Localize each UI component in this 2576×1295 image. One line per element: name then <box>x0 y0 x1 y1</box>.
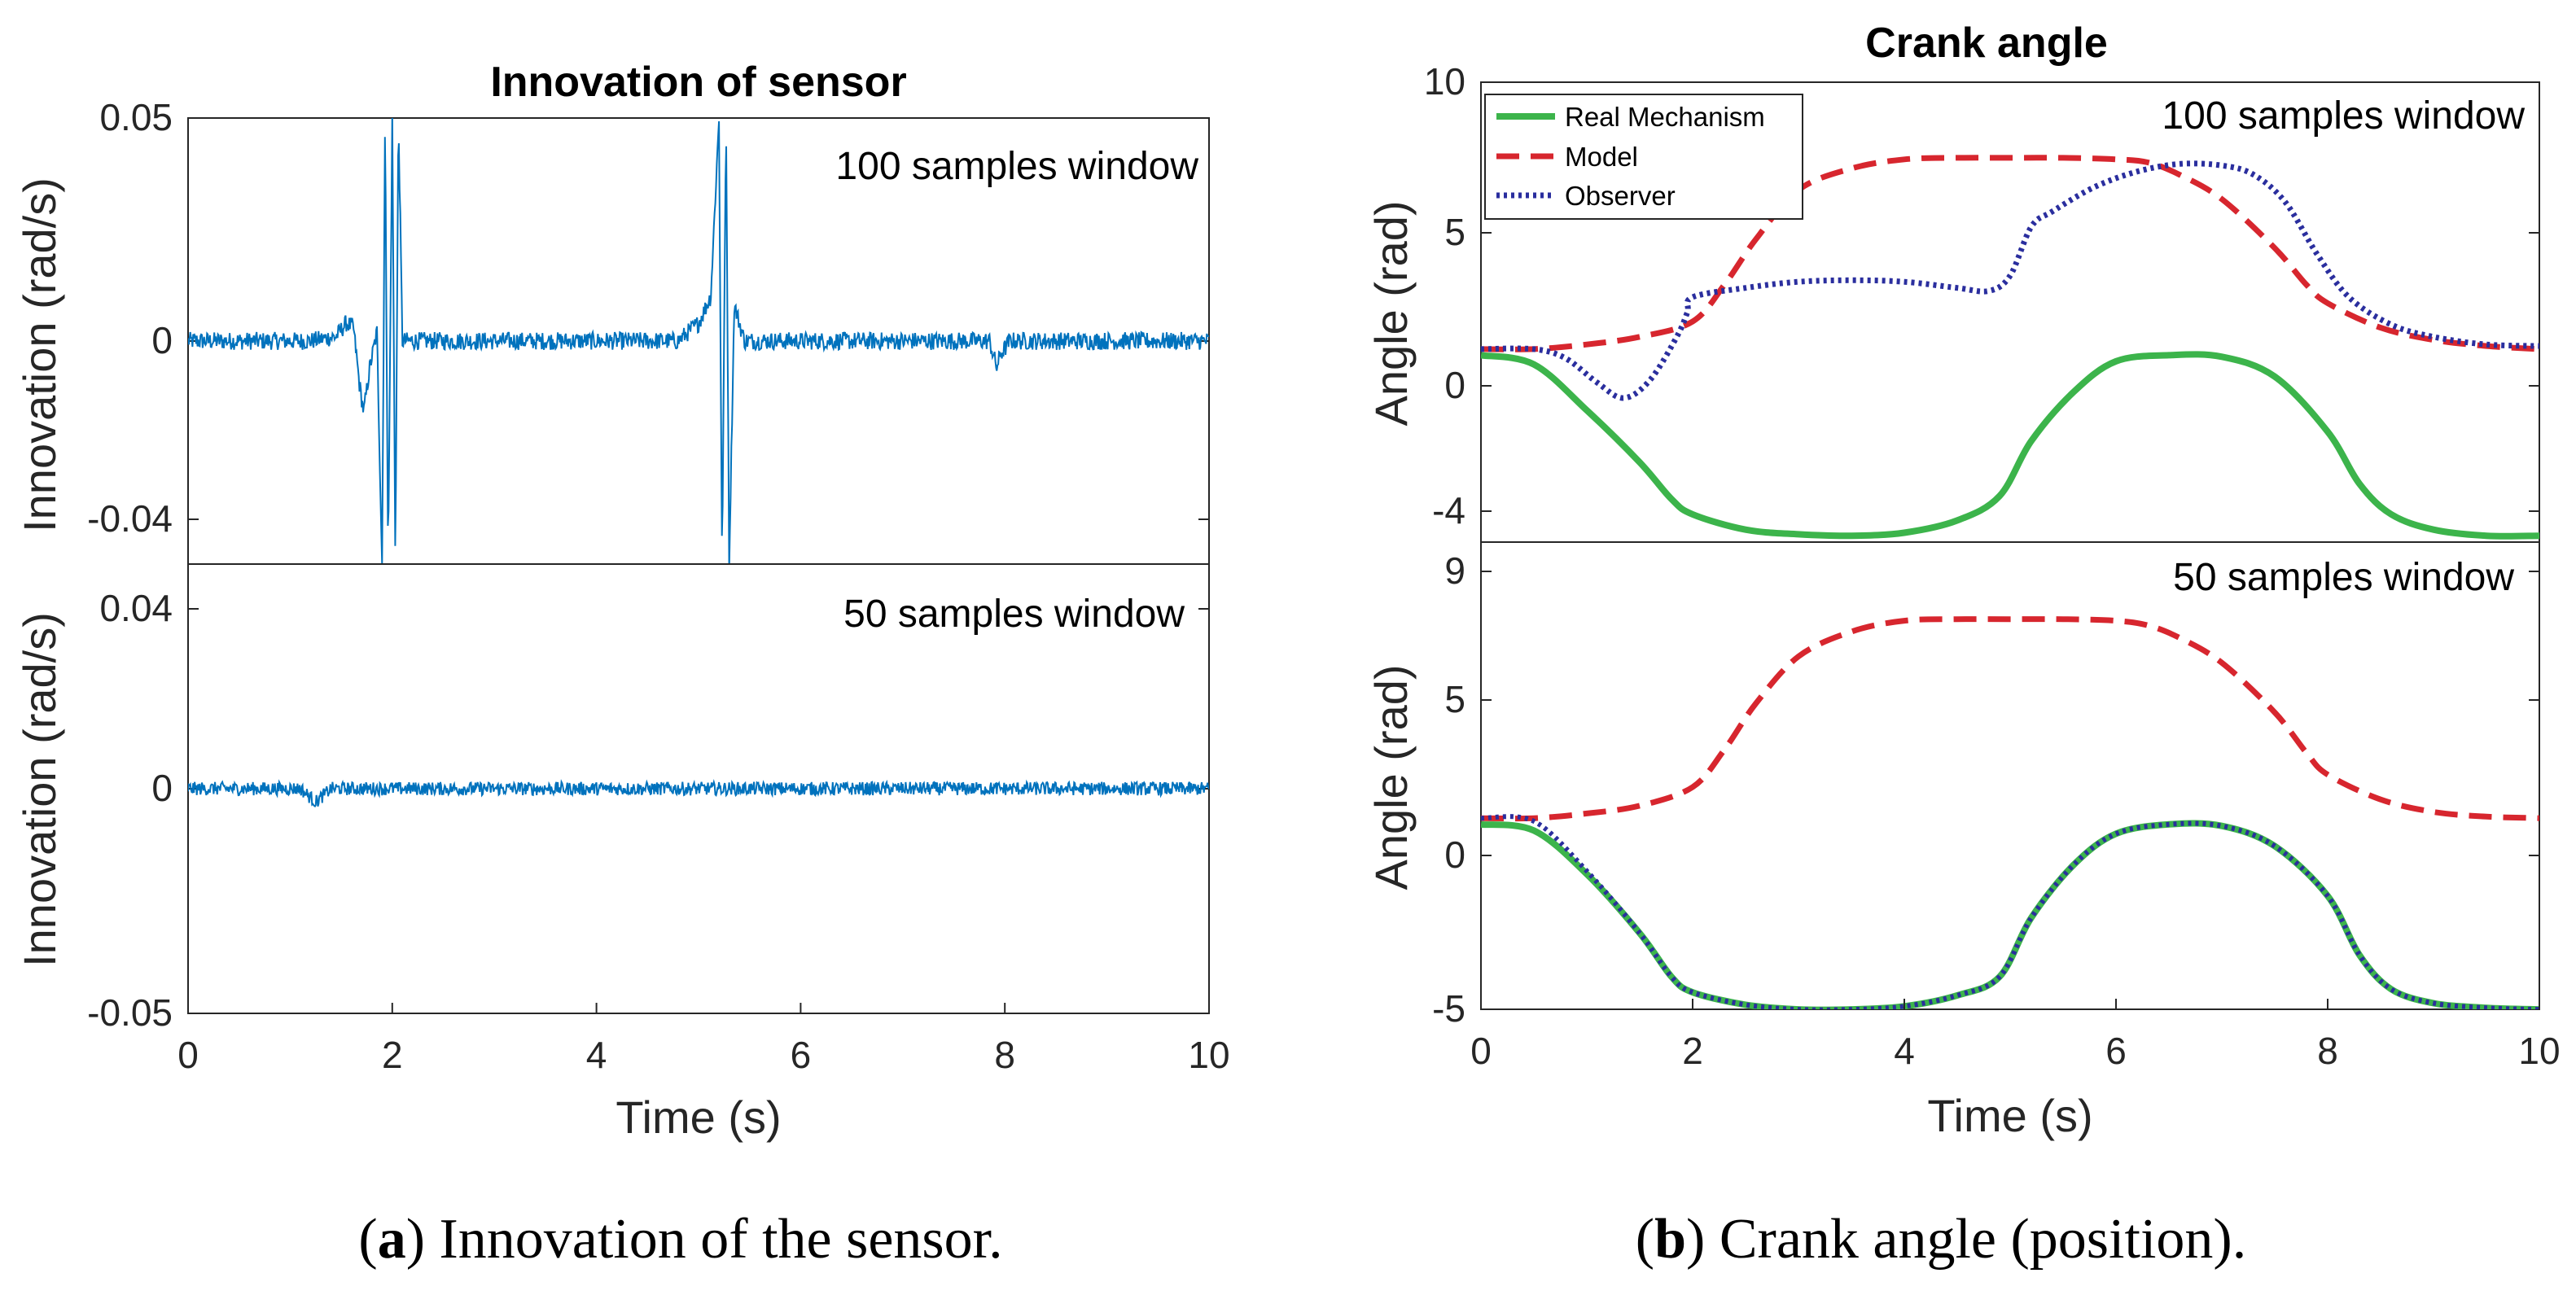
y-tick-label: 0 <box>151 767 173 809</box>
y-tick-label: -4 <box>1432 489 1465 532</box>
panel-b-x-axis: 0 2 4 6 8 10 Time (s) <box>1470 999 2561 1141</box>
panel-b-top-ylabel: Angle (rad) <box>1365 200 1417 426</box>
panel-b-title: Crank angle <box>1865 20 2108 67</box>
observer-line-100 <box>1481 160 2539 401</box>
panel-a-bottom-y-ticks <box>188 608 1209 790</box>
x-tick-label: 6 <box>791 1034 812 1076</box>
x-tick-label: 4 <box>586 1034 607 1076</box>
panel-a-xlabel: Time (s) <box>616 1092 781 1143</box>
x-tick-label: 8 <box>2317 1030 2338 1072</box>
x-tick-label: 10 <box>2518 1030 2560 1072</box>
legend-label-real: Real Mechanism <box>1565 102 1765 132</box>
x-tick-label: 6 <box>2105 1030 2127 1072</box>
panel-a-bottom-ylabel: Innovation (rad/s) <box>14 612 65 967</box>
panel-a-x-axis: 0 2 4 6 8 10 Time (s) <box>177 1003 1230 1143</box>
y-tick-label: -0.05 <box>87 991 173 1034</box>
x-tick-label: 0 <box>1470 1030 1492 1072</box>
y-tick-label: -5 <box>1432 987 1465 1030</box>
legend-label-observer: Observer <box>1565 181 1676 211</box>
panel-a-caption-text: Innovation of the sensor. <box>440 1208 1003 1271</box>
observer-line-50 <box>1481 814 2539 1009</box>
innovation-line-50 <box>188 778 1209 807</box>
innovation-line-100 <box>188 118 1209 564</box>
panel-a: Innovation of sensor 0.05 0 -0.04 Innova… <box>14 59 1230 1271</box>
y-tick-label: 0.04 <box>99 587 173 629</box>
panel-b: Crank angle 10 5 0 -4 Angle (rad) 100 sa… <box>1365 20 2561 1271</box>
panel-a-bottom-plot: 0.04 0 -0.05 Innovation (rad/s) 50 sampl… <box>14 563 1210 1034</box>
panel-b-caption: (b) Crank angle (position). <box>1636 1208 2246 1271</box>
panel-b-caption-text: Crank angle (position). <box>1720 1208 2246 1271</box>
y-tick-label: 0 <box>151 319 173 361</box>
panel-b-bottom-plot: 9 5 0 -5 Angle (rad) 50 samples window <box>1365 541 2540 1030</box>
panel-b-bottom-window-label: 50 samples window <box>2173 556 2514 599</box>
x-tick-label: 4 <box>1894 1030 1915 1072</box>
y-tick-label: -0.04 <box>87 497 173 540</box>
y-tick-label: 5 <box>1444 211 1465 253</box>
panel-b-bottom-y-ticks <box>1481 571 2539 1010</box>
y-tick-label: 0 <box>1444 833 1465 876</box>
y-tick-label: 5 <box>1444 678 1465 720</box>
panel-b-xlabel: Time (s) <box>1927 1090 2092 1141</box>
real-mechanism-line-100 <box>1481 351 2539 540</box>
y-tick-label: 10 <box>1424 60 1465 103</box>
panel-a-top-window-label: 100 samples window <box>835 145 1198 188</box>
legend-label-model: Model <box>1565 142 1638 172</box>
panel-a-caption: (a) Innovation of the sensor. <box>358 1208 1002 1271</box>
legend: Real Mechanism Model Observer <box>1484 94 1803 220</box>
panel-a-top-ylabel: Innovation (rad/s) <box>14 177 65 532</box>
panel-b-caption-letter: b <box>1654 1208 1686 1271</box>
x-tick-label: 0 <box>177 1034 199 1076</box>
panel-b-bottom-ylabel: Angle (rad) <box>1365 664 1417 890</box>
model-line-50 <box>1481 616 2539 822</box>
y-tick-label: 0.05 <box>99 96 173 138</box>
panel-b-bottom-axes-box <box>1480 541 2540 1010</box>
panel-a-caption-letter: a <box>378 1208 406 1271</box>
x-tick-label: 2 <box>1682 1030 1703 1072</box>
panel-b-top-window-label: 100 samples window <box>2162 94 2525 138</box>
y-tick-label: 0 <box>1444 364 1465 406</box>
panel-a-top-plot: 0.05 0 -0.04 Innovation (rad/s) 100 samp… <box>14 96 1210 565</box>
x-tick-label: 8 <box>994 1034 1015 1076</box>
model-line-100 <box>1481 155 2539 352</box>
panel-b-top-plot: 10 5 0 -4 Angle (rad) 100 samples window… <box>1365 60 2540 543</box>
panel-a-bottom-window-label: 50 samples window <box>843 593 1185 636</box>
x-tick-label: 2 <box>382 1034 403 1076</box>
panel-a-title: Innovation of sensor <box>490 59 906 106</box>
panel-b-top-y-ticks <box>1481 81 2539 512</box>
x-tick-label: 10 <box>1188 1034 1229 1076</box>
y-tick-label: 9 <box>1444 549 1465 592</box>
